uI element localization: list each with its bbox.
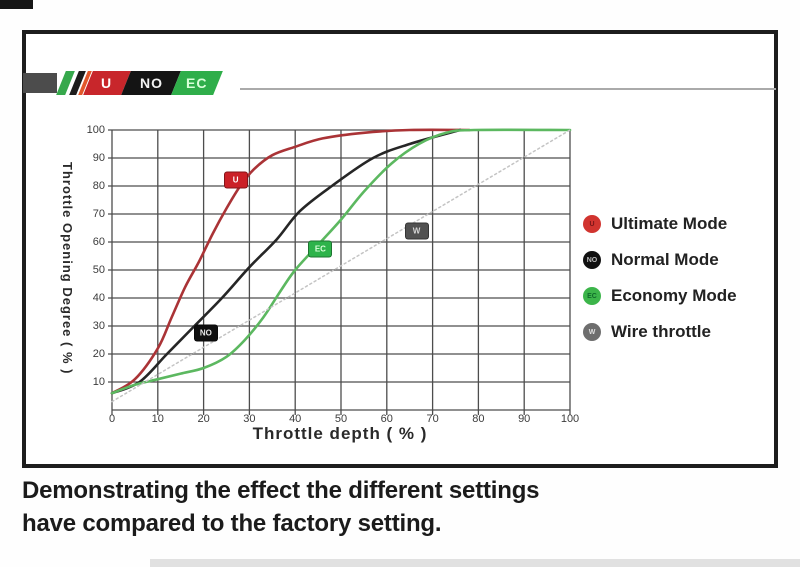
x-tick-90: 90 (518, 413, 531, 425)
caption-line-1: Demonstrating the effect the different s… (22, 477, 540, 504)
grid (111, 129, 571, 411)
brand-logo: U NO EC (22, 70, 282, 96)
y-axis-label: Throttle Opening Degree ( % ) (60, 161, 75, 375)
chip-no: NO (193, 324, 218, 342)
x-tick-70: 70 (426, 413, 439, 425)
curve-wire-throttle (111, 129, 571, 403)
legend-item-economy-mode: EC Economy Mode (583, 278, 737, 314)
legend-label: Ultimate Mode (611, 214, 728, 233)
legend-item-ultimate-mode: U Ultimate Mode (583, 206, 737, 242)
chip-ec: EC (308, 240, 333, 258)
chip-u: U (223, 171, 248, 189)
y-tick-10: 10 (92, 376, 105, 388)
bottom-strip (150, 559, 800, 567)
x-tick-0: 0 (108, 413, 116, 425)
y-tick-30: 30 (92, 320, 105, 332)
curve-normal-mode (110, 128, 462, 395)
x-axis-label: Throttle depth ( % ) (252, 424, 428, 443)
x-tick-40: 40 (289, 413, 302, 425)
legend-label: Wire throttle (611, 322, 711, 341)
logo-underline (240, 88, 776, 90)
x-tick-100: 100 (560, 413, 580, 425)
y-tick-60: 60 (92, 236, 105, 248)
legend: U Ultimate Mode NO Normal Mode EC Economy Mod… (583, 206, 737, 350)
x-tick-80: 80 (472, 413, 485, 425)
caption-line-2: have compared to the factory setting. (22, 510, 442, 537)
y-tick-40: 40 (92, 292, 105, 304)
y-tick-50: 50 (92, 264, 105, 276)
legend-item-wire-throttle: W Wire throttle (583, 314, 737, 350)
y-tick-80: 80 (92, 180, 105, 192)
legend-dot-u: U (583, 215, 601, 233)
x-tick-60: 60 (380, 413, 393, 425)
corner-mark (0, 0, 33, 9)
legend-item-normal-mode: NO Normal Mode (583, 242, 737, 278)
y-tick-20: 20 (92, 348, 105, 360)
chip-w: W (404, 222, 429, 240)
x-tick-30: 30 (243, 413, 256, 425)
curve-economy-mode (110, 128, 572, 395)
logo-bar (23, 73, 57, 93)
x-tick-20: 20 (197, 413, 210, 425)
legend-dot-w: W (583, 323, 601, 341)
legend-label: Economy Mode (611, 286, 737, 305)
y-tick-90: 90 (92, 152, 105, 164)
x-tick-10: 10 (151, 413, 164, 425)
legend-dot-ec: EC (583, 287, 601, 305)
x-tick-50: 50 (334, 413, 348, 425)
legend-label: Normal Mode (611, 250, 719, 269)
y-tick-70: 70 (92, 208, 105, 220)
legend-dot-no: NO (583, 251, 601, 269)
tick-marks (108, 129, 571, 415)
curve-ultimate-mode (110, 128, 471, 395)
y-tick-100: 100 (86, 124, 105, 136)
chart-frame (22, 30, 778, 468)
caption: Demonstrating the effect the different s… (22, 474, 540, 540)
